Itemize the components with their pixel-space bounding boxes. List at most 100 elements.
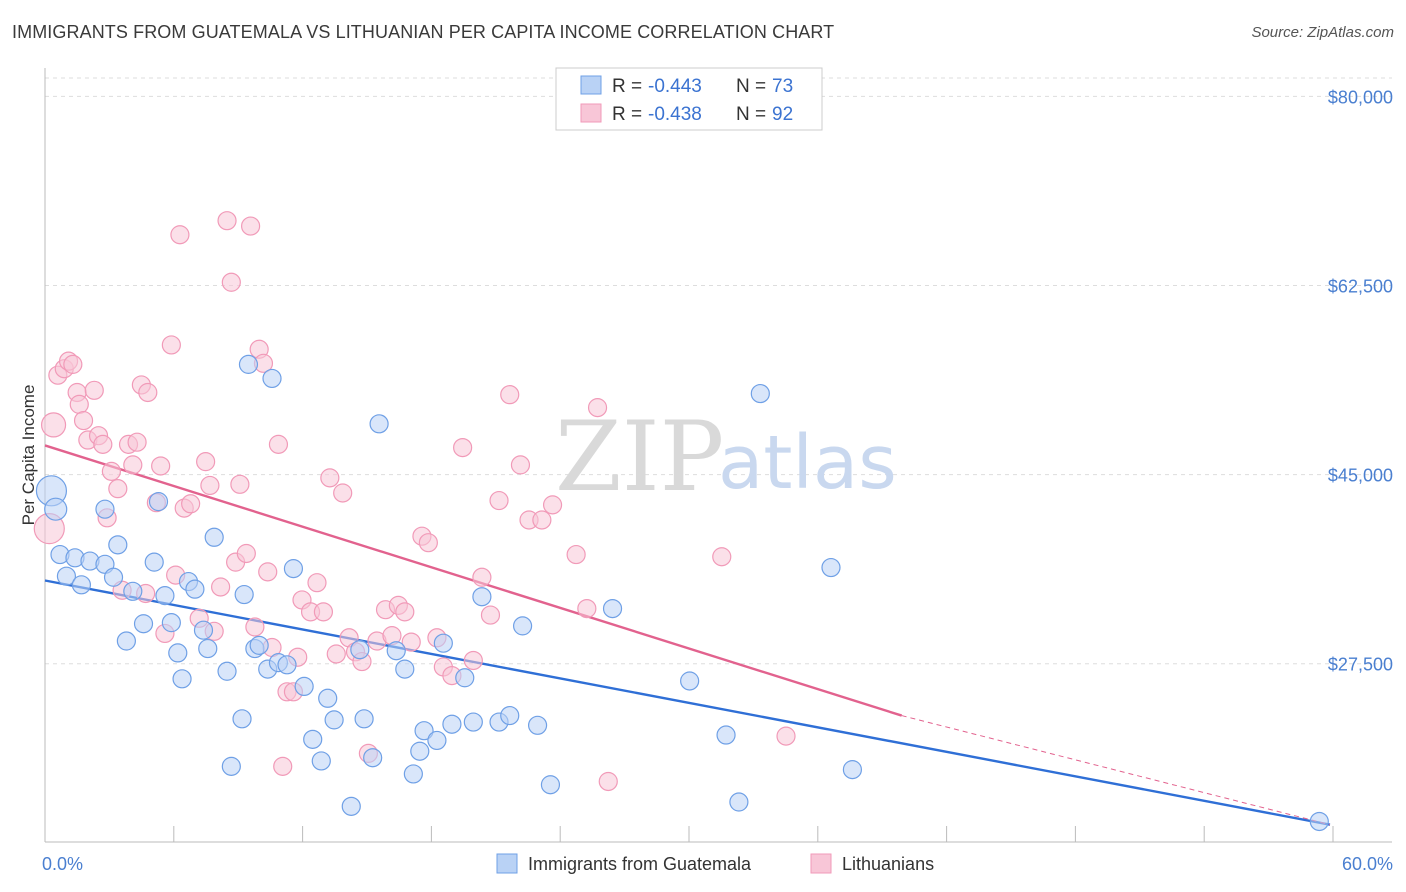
data-point-guatemala xyxy=(294,676,314,697)
data-point-guatemala xyxy=(116,631,136,651)
data-point-lithuanians xyxy=(245,617,265,637)
data-point-guatemala xyxy=(185,579,205,599)
data-point-guatemala xyxy=(168,643,188,663)
data-point-lithuanians xyxy=(480,605,501,625)
data-point-lithuanians xyxy=(510,455,531,475)
stats-box: R = -0.443 N = 73 R = -0.438 N = 92 xyxy=(555,67,823,131)
data-point-guatemala xyxy=(427,730,447,751)
data-point-guatemala xyxy=(148,492,169,512)
data-point-guatemala xyxy=(442,714,462,734)
data-point-lithuanians xyxy=(712,547,732,567)
data-point-lithuanians xyxy=(326,644,346,664)
data-point-guatemala xyxy=(234,584,254,605)
data-point-lithuanians xyxy=(587,398,608,418)
data-point-guatemala xyxy=(821,557,841,578)
data-point-guatemala xyxy=(249,635,269,655)
stats-n-value-1: 73 xyxy=(772,76,793,97)
data-point-guatemala xyxy=(155,586,175,606)
data-point-lithuanians xyxy=(566,544,586,565)
data-point-guatemala xyxy=(716,725,736,745)
chart-title: IMMIGRANTS FROM GUATEMALA VS LITHUANIAN … xyxy=(12,22,835,42)
stats-swatch-pink xyxy=(580,103,602,123)
stats-r-value-1: -0.443 xyxy=(648,76,702,97)
data-point-lithuanians xyxy=(542,495,563,515)
data-point-guatemala xyxy=(395,659,415,679)
data-point-guatemala xyxy=(198,638,218,659)
x-tick-label: 60.0% xyxy=(1342,854,1393,874)
data-point-guatemala xyxy=(238,354,259,374)
data-point-lithuanians xyxy=(40,412,67,438)
data-point-guatemala xyxy=(108,535,128,555)
data-point-guatemala xyxy=(44,497,68,521)
data-point-lithuanians xyxy=(333,483,353,503)
data-point-lithuanians xyxy=(489,490,509,511)
data-point-lithuanians xyxy=(101,461,121,481)
data-point-lithuanians xyxy=(401,632,421,652)
data-point-lithuanians xyxy=(73,410,94,431)
watermark-atlas: atlas xyxy=(718,420,897,506)
data-point-lithuanians xyxy=(196,452,216,472)
data-point-lithuanians xyxy=(463,650,483,671)
stats-swatch-blue xyxy=(580,75,602,95)
data-point-lithuanians xyxy=(127,432,147,452)
data-point-lithuanians xyxy=(108,479,128,499)
data-point-guatemala xyxy=(204,527,224,547)
data-point-lithuanians xyxy=(598,771,618,792)
data-point-guatemala xyxy=(71,575,92,595)
data-point-lithuanians xyxy=(268,434,289,454)
data-point-lithuanians xyxy=(181,494,201,514)
data-point-lithuanians xyxy=(211,577,231,597)
data-point-guatemala xyxy=(540,775,561,795)
data-point-guatemala xyxy=(363,748,383,768)
y-tick-label: $80,000 xyxy=(1328,87,1393,107)
data-point-guatemala xyxy=(123,581,143,601)
legend: Immigrants from Guatemala Lithuanians xyxy=(496,853,934,874)
data-point-guatemala xyxy=(527,715,548,735)
data-point-lithuanians xyxy=(472,567,492,587)
data-point-lithuanians xyxy=(138,382,158,403)
data-point-lithuanians xyxy=(236,543,256,564)
data-point-guatemala xyxy=(193,620,214,640)
data-point-lithuanians xyxy=(217,211,237,231)
stats-r-label-2: R = xyxy=(612,104,642,125)
data-point-lithuanians xyxy=(63,354,83,374)
data-point-guatemala xyxy=(500,705,520,726)
data-point-lithuanians xyxy=(313,602,334,622)
data-point-lithuanians xyxy=(532,510,552,530)
axes xyxy=(44,68,1392,843)
y-axis-label: Per Capita Income xyxy=(19,385,38,526)
stats-n-value-2: 92 xyxy=(772,104,793,125)
watermark: ZIP atlas xyxy=(555,401,897,513)
data-point-lithuanians xyxy=(273,756,293,776)
data-point-guatemala xyxy=(1309,811,1329,832)
series-lithuanians xyxy=(33,211,796,792)
data-point-lithuanians xyxy=(230,474,250,494)
data-point-guatemala xyxy=(324,710,344,730)
data-point-lithuanians xyxy=(776,726,796,746)
y-tick-label: $62,500 xyxy=(1328,277,1393,297)
data-point-guatemala xyxy=(277,655,297,675)
data-point-guatemala xyxy=(403,764,423,784)
data-point-guatemala xyxy=(172,669,192,689)
data-point-guatemala xyxy=(221,756,241,776)
stats-r-label-1: R = xyxy=(612,76,642,97)
data-point-guatemala xyxy=(414,721,434,741)
data-point-guatemala xyxy=(133,614,154,634)
y-tick-label: $27,500 xyxy=(1328,655,1393,675)
data-point-guatemala xyxy=(750,383,770,404)
data-point-guatemala xyxy=(303,729,323,749)
legend-label-guatemala: Immigrants from Guatemala xyxy=(528,854,752,874)
data-point-guatemala xyxy=(95,499,115,519)
data-point-guatemala xyxy=(842,760,863,780)
legend-swatch-lithuanians xyxy=(810,853,832,874)
watermark-zip: ZIP xyxy=(555,401,724,513)
legend-swatch-guatemala xyxy=(496,853,518,874)
trend-line-guatemala xyxy=(44,579,1331,826)
data-point-guatemala xyxy=(217,661,237,681)
data-point-guatemala xyxy=(144,552,164,572)
data-point-guatemala xyxy=(472,587,492,607)
data-point-guatemala xyxy=(680,671,700,691)
data-point-guatemala xyxy=(463,712,483,732)
data-point-guatemala xyxy=(602,598,623,619)
